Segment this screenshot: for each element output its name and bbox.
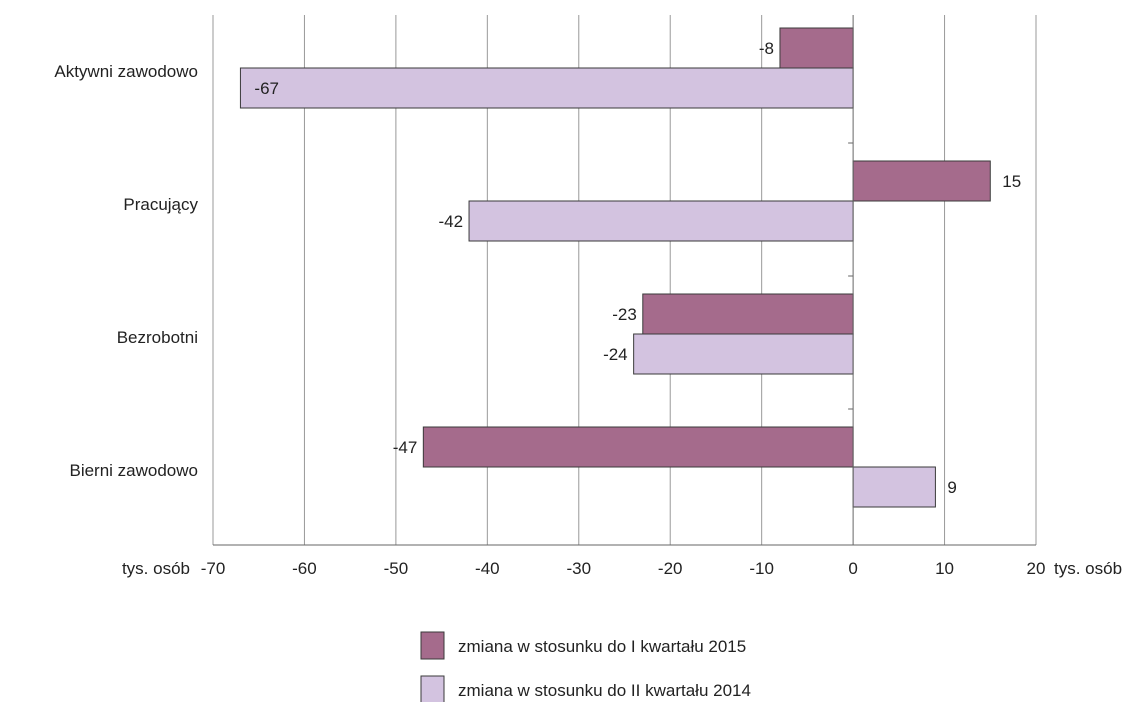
x-tick-label: -60 — [292, 559, 317, 578]
data-label: 15 — [1002, 172, 1021, 191]
category-label: Pracujący — [123, 195, 198, 214]
data-label: -42 — [438, 212, 463, 231]
bar-q1-2015 — [853, 161, 990, 201]
x-tick-label: -40 — [475, 559, 500, 578]
bar-q2-2014 — [469, 201, 853, 241]
bar-q2-2014 — [853, 467, 935, 507]
x-axis-unit-right: tys. osób — [1054, 559, 1122, 578]
category-label: Aktywni zawodowo — [54, 62, 198, 81]
x-tick-label: 20 — [1027, 559, 1046, 578]
bar-q1-2015 — [780, 28, 853, 68]
x-tick-label: -50 — [384, 559, 409, 578]
legend: zmiana w stosunku do I kwartału 2015 zmia… — [421, 632, 751, 702]
bar-q1-2015 — [643, 294, 853, 334]
bar-q2-2014 — [240, 68, 853, 108]
data-label: -67 — [254, 79, 279, 98]
category-label: Bierni zawodowo — [69, 461, 198, 480]
data-label: -8 — [759, 39, 774, 58]
legend-label: zmiana w stosunku do I kwartału 2015 — [458, 637, 746, 656]
data-label: -23 — [612, 305, 637, 324]
legend-swatch — [421, 676, 444, 702]
x-tick-label: -30 — [566, 559, 591, 578]
x-axis-unit-left: tys. osób — [122, 559, 190, 578]
data-label: -47 — [393, 438, 418, 457]
category-label: Bezrobotni — [117, 328, 198, 347]
bars — [240, 28, 990, 507]
x-tick-label: -20 — [658, 559, 683, 578]
legend-swatch — [421, 632, 444, 659]
x-tick-label: 0 — [848, 559, 857, 578]
x-tick-label: -10 — [749, 559, 774, 578]
data-label: -24 — [603, 345, 628, 364]
legend-label: zmiana w stosunku do II kwartału 2014 — [458, 681, 751, 700]
x-tick-label: -70 — [201, 559, 226, 578]
bar-q1-2015 — [423, 427, 853, 467]
bar-q2-2014 — [634, 334, 853, 374]
x-tick-label: 10 — [935, 559, 954, 578]
data-label: 9 — [947, 478, 956, 497]
